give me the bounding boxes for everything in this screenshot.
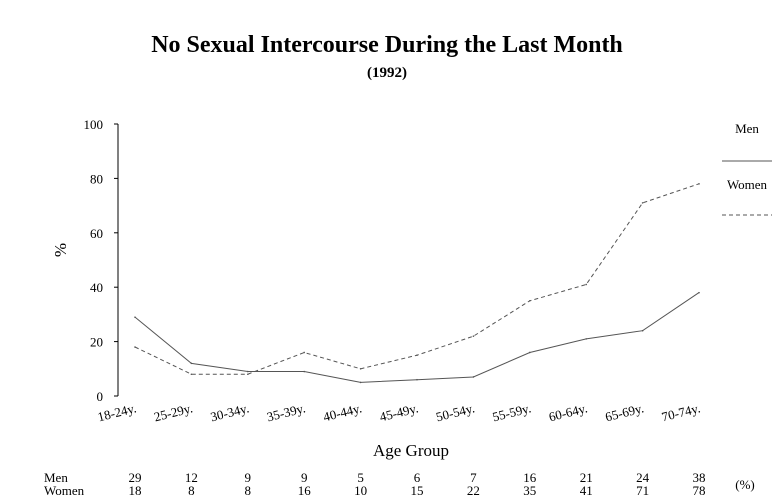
table-cell: 24 xyxy=(636,470,650,485)
table-cell: 21 xyxy=(580,470,593,485)
table-cell: 9 xyxy=(301,470,308,485)
table-cell: 16 xyxy=(298,483,312,498)
x-tick-label: 45-49y. xyxy=(378,400,420,424)
data-point-women xyxy=(585,283,587,286)
table-cell: 78 xyxy=(693,483,706,498)
x-tick-label: 25-29y. xyxy=(152,400,194,424)
y-tick-label: 20 xyxy=(90,335,103,350)
table-cell: 5 xyxy=(357,470,364,485)
y-axis-ticks: 0 20 40 60 80 100 xyxy=(84,117,118,404)
table-cell: 18 xyxy=(129,483,142,498)
table-cell: 38 xyxy=(693,470,706,485)
data-point-men xyxy=(247,370,249,373)
data-point-women xyxy=(698,183,700,185)
x-tick-label: 35-39y. xyxy=(265,400,307,424)
y-tick-label: 0 xyxy=(97,389,104,404)
x-tick-label: 65-69y. xyxy=(604,400,646,424)
table-row-label: Men xyxy=(44,470,68,485)
table-cell: 15 xyxy=(411,483,424,498)
table-cell: 6 xyxy=(414,470,421,485)
y-tick-label: 40 xyxy=(90,280,103,295)
table-cell: 29 xyxy=(129,470,142,485)
x-tick-label: 30-34y. xyxy=(209,400,251,424)
table-row-label: Women xyxy=(44,483,85,498)
x-tick-label: 60-64y. xyxy=(547,400,589,424)
x-tick-label: 55-59y. xyxy=(491,400,533,424)
data-point-men xyxy=(698,291,700,294)
data-point-men xyxy=(134,316,136,318)
data-point-women xyxy=(190,373,193,376)
data-point-women xyxy=(359,368,362,370)
data-point-men xyxy=(641,329,644,332)
chart-title: No Sexual Intercourse During the Last Mo… xyxy=(151,32,623,58)
data-point-women xyxy=(529,300,531,302)
series-line-men xyxy=(134,292,700,383)
data-point-women xyxy=(134,346,136,348)
x-tick-label: 50-54y. xyxy=(434,400,476,424)
data-point-men xyxy=(359,381,362,384)
series-lines xyxy=(134,183,700,384)
data-point-men xyxy=(585,338,587,340)
table-cell: 8 xyxy=(245,483,252,498)
table-cell: 41 xyxy=(580,483,593,498)
chart-subtitle: (1992) xyxy=(367,65,407,81)
legend: Men Women xyxy=(722,121,772,216)
data-point-men xyxy=(303,370,306,373)
data-table: Men 29 12 9 9 5 6 7 16 21 24 38 Women 18 8 8 16 10 15 22 35 4… xyxy=(44,470,755,498)
data-point-women xyxy=(641,202,644,204)
x-axis-ticks: 18-24y. 25-29y. 30-34y. 35-39y. 40-44y. 45-49… xyxy=(96,400,702,424)
table-cell: 10 xyxy=(354,483,367,498)
data-point-men xyxy=(472,376,475,378)
table-cell: 8 xyxy=(188,483,195,498)
table-cell: 16 xyxy=(523,470,537,485)
y-axis-label: % xyxy=(51,243,70,257)
y-tick-label: 100 xyxy=(84,117,104,132)
x-axis-label: Age Group xyxy=(373,441,449,460)
data-point-men xyxy=(416,378,418,381)
data-point-men xyxy=(529,351,531,354)
table-cell: 35 xyxy=(523,483,536,498)
y-tick-label: 60 xyxy=(90,226,103,241)
legend-label-men: Men xyxy=(735,121,759,136)
table-cell: 71 xyxy=(636,483,649,498)
table-cell: 9 xyxy=(245,470,252,485)
series-line-women xyxy=(134,183,700,375)
table-cell: 22 xyxy=(467,483,480,498)
data-point-women xyxy=(303,351,306,354)
y-tick-label: 80 xyxy=(90,171,103,186)
data-point-women xyxy=(247,373,249,376)
table-cell: 12 xyxy=(185,470,198,485)
legend-label-women: Women xyxy=(727,177,768,192)
x-tick-label: 40-44y. xyxy=(322,400,364,424)
table-unit: (%) xyxy=(735,477,755,492)
x-tick-label: 70-74y. xyxy=(660,400,702,424)
data-point-men xyxy=(190,362,193,365)
data-point-women xyxy=(472,335,475,337)
table-cell: 7 xyxy=(470,470,477,485)
data-point-women xyxy=(416,354,418,357)
